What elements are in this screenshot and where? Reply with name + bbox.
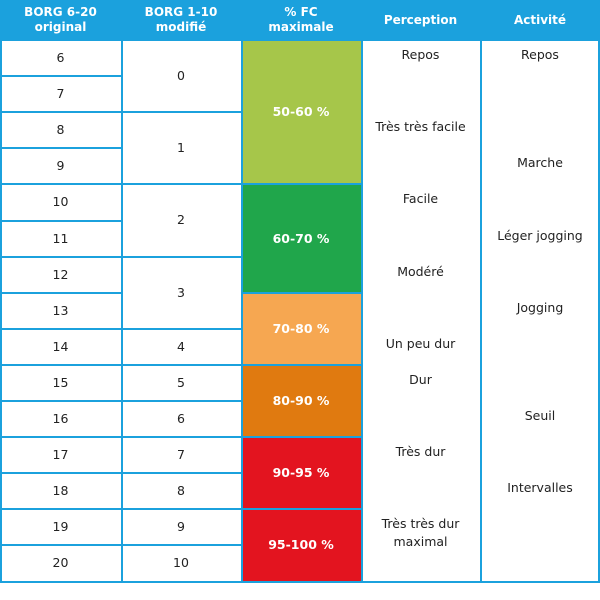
row-divider	[241, 580, 361, 583]
row-divider	[121, 544, 241, 547]
borg-original-cell: 12	[52, 266, 69, 282]
row-divider	[121, 111, 241, 114]
row-divider	[121, 183, 241, 186]
borg-modified-cell: 6	[177, 411, 185, 427]
borg-original-cell: 18	[52, 483, 69, 499]
borg-original-cell: 8	[56, 122, 65, 138]
borg-modified-cell: 4	[177, 338, 185, 354]
header-label: BORG 1-10 modifié	[144, 5, 218, 34]
perception-label: Repos	[401, 47, 440, 62]
activity-label: Jogging	[516, 299, 564, 315]
borg-modified-cell: 5	[177, 374, 185, 390]
borg-modified-cell: 9	[177, 519, 185, 535]
borg-original-cell: 17	[52, 447, 69, 463]
header-label: % FC maximale	[268, 5, 334, 34]
perception-label: Modéré	[397, 263, 444, 279]
row-divider	[121, 363, 241, 366]
borg-original-cell: 7	[56, 86, 65, 102]
row-divider	[121, 580, 241, 583]
fc-zone-cell: 90-95 %	[241, 437, 361, 510]
row-divider	[121, 400, 241, 402]
fc-zone-cell: 70-80 %	[241, 292, 361, 365]
activity-label: Repos	[521, 47, 559, 62]
borg-modified-cell: 1	[177, 140, 185, 156]
row-divider	[241, 363, 361, 366]
row-divider	[0, 544, 121, 547]
row-divider	[241, 183, 361, 186]
borg-original-cell: 19	[52, 519, 69, 535]
column-divider	[241, 0, 243, 582]
perception-label: Très très facile	[375, 119, 466, 135]
row-divider	[0, 111, 121, 114]
borg-modified-cell: 2	[177, 212, 185, 228]
borg-original-cell: 15	[52, 374, 69, 390]
row-divider	[0, 436, 121, 439]
row-divider	[0, 472, 121, 475]
fc-zone-cell: 50-60 %	[241, 40, 361, 185]
activity-label: Seuil	[524, 408, 556, 423]
row-divider	[121, 327, 241, 330]
column-divider	[0, 0, 2, 582]
row-divider	[0, 363, 121, 366]
header-cell: BORG 1-10 modifié	[121, 0, 241, 40]
borg-modified-cell: 7	[177, 447, 185, 463]
borg-original-cell: 20	[52, 555, 69, 571]
row-divider	[0, 219, 121, 222]
activity-label: Intervalles	[507, 480, 573, 496]
row-divider	[121, 436, 241, 439]
row-divider	[0, 327, 121, 330]
header-cell: BORG 6-20 original	[0, 0, 121, 40]
row-divider	[241, 291, 361, 294]
borg-modified-cell: 0	[177, 68, 185, 84]
fc-zone-cell: 95-100 %	[241, 509, 361, 582]
borg-modified-cell: 8	[177, 483, 185, 499]
header-divider	[0, 39, 600, 41]
row-divider	[241, 508, 361, 511]
borg-original-cell: 14	[52, 338, 69, 354]
perception-label: Facile	[402, 191, 439, 207]
activity-label: Léger jogging	[497, 227, 583, 243]
header-label: BORG 6-20 original	[24, 5, 97, 34]
row-divider	[0, 580, 121, 583]
borg-original-cell: 9	[56, 158, 65, 174]
row-divider	[121, 508, 241, 511]
row-divider	[121, 472, 241, 475]
row-divider	[0, 255, 121, 258]
header-cell: Activité	[480, 0, 600, 40]
borg-modified-cell: 3	[177, 284, 185, 300]
borg-original-cell: 13	[52, 302, 69, 318]
row-divider	[0, 147, 121, 150]
column-divider	[121, 0, 123, 582]
borg-modified-cell: 10	[173, 555, 189, 571]
row-divider	[0, 291, 121, 294]
perception-label: Très dur	[395, 444, 446, 460]
borg-original-cell: 10	[52, 194, 69, 210]
fc-zone-cell: 80-90 %	[241, 364, 361, 438]
header-cell: Perception	[361, 0, 480, 40]
row-divider	[241, 436, 361, 439]
perception-label: Dur	[409, 371, 432, 387]
fc-zone-cell: 60-70 %	[241, 184, 361, 293]
header-cell: % FC maximale	[241, 0, 361, 40]
row-divider	[0, 75, 121, 78]
row-divider	[0, 183, 121, 186]
perception-label: Très très dur maximal	[381, 516, 460, 550]
borg-original-cell: 11	[52, 230, 69, 246]
column-divider	[598, 0, 600, 582]
row-divider	[121, 255, 241, 258]
row-divider	[0, 508, 121, 511]
row-divider	[361, 580, 600, 583]
header-label: Activité	[513, 12, 567, 27]
header-label: Perception	[383, 12, 458, 27]
borg-original-cell: 6	[56, 50, 65, 66]
perception-label: Un peu dur	[385, 335, 456, 351]
column-divider	[361, 0, 363, 582]
borg-original-cell: 16	[52, 411, 69, 427]
activity-label: Marche	[517, 155, 563, 171]
column-divider	[480, 0, 482, 582]
row-divider	[0, 400, 121, 402]
